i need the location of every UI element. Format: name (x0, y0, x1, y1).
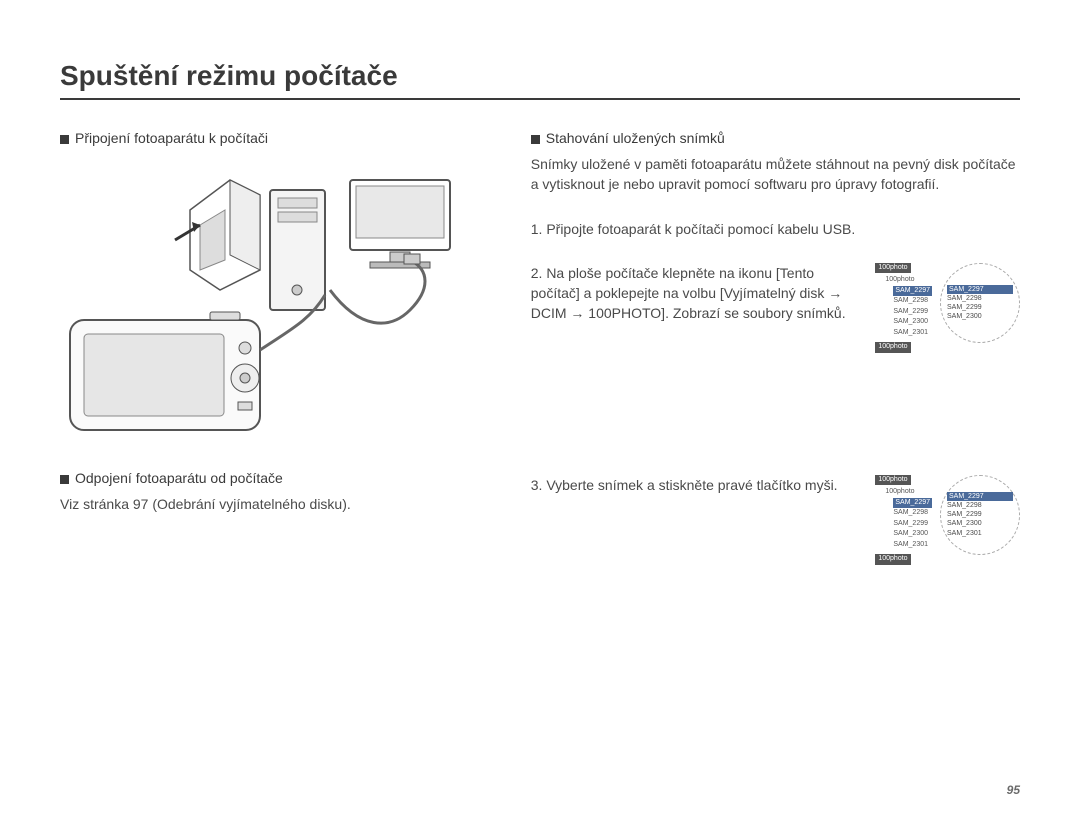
step-3-text: 3. Vyberte snímek a stiskněte pravé tlač… (531, 475, 860, 495)
tree-item: SAM_2299 (893, 519, 932, 530)
tree-item: SAM_2301 (893, 540, 932, 551)
tree-bottom: 100photo (875, 342, 910, 353)
left-column: Připojení fotoaparátu k počítači (60, 130, 481, 567)
step-3-row: 3. Vyberte snímek a stiskněte pravé tlač… (531, 475, 1020, 567)
connect-heading: Připojení fotoaparátu k počítači (60, 130, 481, 146)
tree-item: SAM_2298 (893, 508, 932, 519)
disconnect-heading-text: Odpojení fotoaparátu od počítače (75, 470, 283, 486)
file-tree-left-2: 100photo 100photo SAM_2297 SAM_2298 SAM_… (875, 475, 932, 567)
step-2-row: 2. Na ploše počítače klepněte na ikonu [… (531, 263, 1020, 355)
bullet-square-icon (60, 135, 69, 144)
tree-folder: 100photo (885, 487, 932, 498)
tree-item: SAM_2299 (893, 307, 932, 318)
file-tree-left: 100photo 100photo SAM_2297 SAM_2298 SAM_… (875, 263, 932, 355)
zoom-item: SAM_2298 (947, 501, 1013, 510)
tree-item: SAM_2300 (893, 529, 932, 540)
disconnect-heading: Odpojení fotoaparátu od počítače (60, 470, 481, 486)
connection-illustration (60, 160, 460, 440)
zoom-item: SAM_2300 (947, 312, 1013, 321)
tree-folder: 100photo (885, 275, 932, 286)
download-body: Snímky uložené v paměti fotoaparátu může… (531, 154, 1020, 195)
zoom-item: SAM_2301 (947, 529, 1013, 538)
tree-item: SAM_2297 (893, 286, 932, 297)
step-1: 1. Připojte fotoaparát k počítači pomocí… (531, 219, 1020, 239)
download-heading: Stahování uložených snímků (531, 130, 1020, 146)
zoom-item: SAM_2297 (947, 285, 1013, 294)
zoom-item: SAM_2297 (947, 492, 1013, 501)
tree-item: SAM_2298 (893, 296, 932, 307)
disconnect-body: Viz stránka 97 (Odebrání vyjímatelného d… (60, 494, 481, 514)
step-2-diagram: 100photo 100photo SAM_2297 SAM_2298 SAM_… (875, 263, 1020, 355)
step-2-text: 2. Na ploše počítače klepněte na ikonu [… (531, 263, 860, 324)
connect-heading-text: Připojení fotoaparátu k počítači (75, 130, 268, 146)
bullet-square-icon (531, 135, 540, 144)
tree-root: 100photo (875, 475, 910, 486)
page-number: 95 (1007, 783, 1020, 797)
tree-item: SAM_2300 (893, 317, 932, 328)
tree-item: SAM_2297 (893, 498, 932, 509)
right-column: Stahování uložených snímků Snímky uložen… (531, 130, 1020, 567)
step-3-diagram: 100photo 100photo SAM_2297 SAM_2298 SAM_… (875, 475, 1020, 567)
zoom-circle-2: SAM_2297 SAM_2298 SAM_2299 SAM_2300 SAM_… (940, 475, 1020, 555)
page-title: Spuštění režimu počítače (60, 60, 1020, 100)
zoom-circle: SAM_2297 SAM_2298 SAM_2299 SAM_2300 (940, 263, 1020, 343)
tree-bottom: 100photo (875, 554, 910, 565)
zoom-item: SAM_2299 (947, 303, 1013, 312)
zoom-item: SAM_2300 (947, 519, 1013, 528)
bullet-square-icon (60, 475, 69, 484)
zoom-item: SAM_2299 (947, 510, 1013, 519)
download-heading-text: Stahování uložených snímků (546, 130, 725, 146)
zoom-item: SAM_2298 (947, 294, 1013, 303)
tree-root: 100photo (875, 263, 910, 274)
tree-item: SAM_2301 (893, 328, 932, 339)
